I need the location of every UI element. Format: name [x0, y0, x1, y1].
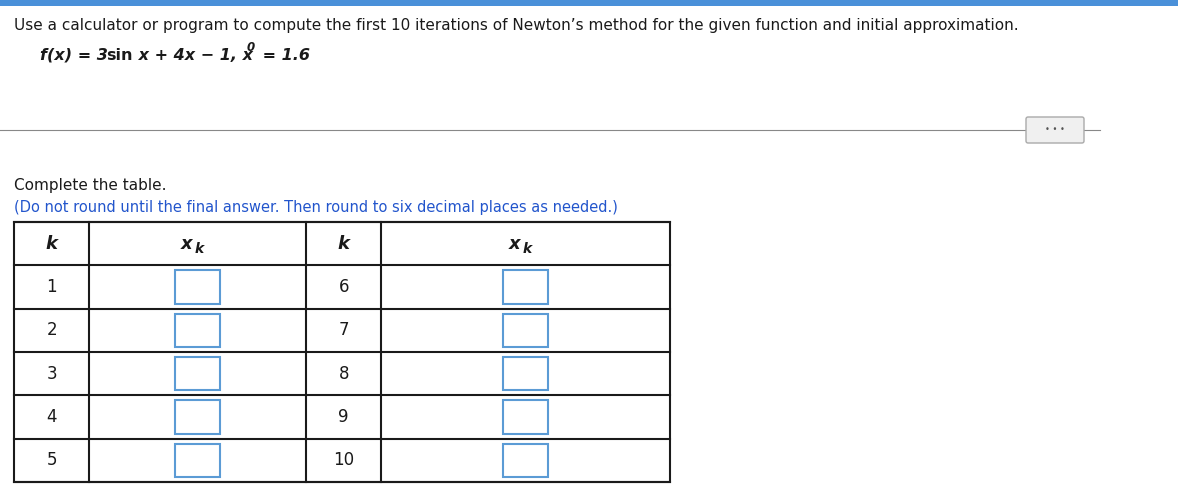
Text: sin: sin [106, 48, 132, 63]
Text: 2: 2 [46, 321, 57, 339]
Text: x: x [509, 235, 521, 253]
Bar [0, 0, 1178, 6]
Text: 10: 10 [333, 452, 355, 469]
Text: 0: 0 [247, 41, 256, 54]
Text: k: k [523, 242, 532, 256]
Bar [176, 357, 220, 390]
Text: Complete the table.: Complete the table. [14, 178, 166, 193]
Text: 8: 8 [338, 364, 349, 383]
Bar [176, 271, 220, 303]
Text: 4: 4 [46, 408, 57, 426]
Bar [503, 400, 548, 434]
Text: x + 4x − 1, x: x + 4x − 1, x [133, 48, 253, 63]
Text: 1: 1 [46, 278, 57, 296]
Bar [503, 444, 548, 477]
Bar [176, 400, 220, 434]
Text: = 1.6: = 1.6 [257, 48, 310, 63]
Bar [176, 314, 220, 347]
Text: x: x [181, 235, 193, 253]
Bar [176, 444, 220, 477]
Text: k: k [46, 235, 58, 253]
Text: f(x) = 3: f(x) = 3 [40, 48, 113, 63]
Text: k: k [194, 242, 204, 256]
Text: • • •: • • • [1045, 125, 1065, 135]
Bar [14, 222, 670, 482]
Bar [503, 314, 548, 347]
Text: 5: 5 [46, 452, 57, 469]
Bar [503, 357, 548, 390]
Text: 9: 9 [338, 408, 349, 426]
Text: 7: 7 [338, 321, 349, 339]
Bar [503, 271, 548, 303]
Text: 6: 6 [338, 278, 349, 296]
Text: Use a calculator or program to compute the first 10 iterations of Newton’s metho: Use a calculator or program to compute t… [14, 18, 1019, 33]
FancyBboxPatch shape [1026, 117, 1084, 143]
Text: 3: 3 [46, 364, 57, 383]
Text: k: k [338, 235, 350, 253]
Text: (Do not round until the final answer. Then round to six decimal places as needed: (Do not round until the final answer. Th… [14, 200, 618, 215]
